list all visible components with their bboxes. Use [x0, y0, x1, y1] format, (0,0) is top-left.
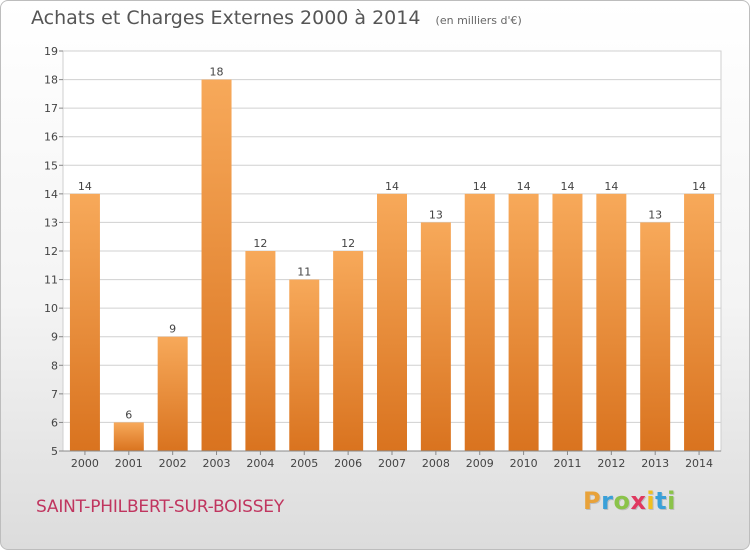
chart-header: Achats et Charges Externes 2000 à 2014 (…: [31, 7, 522, 29]
y-tick-label: 15: [44, 159, 58, 172]
x-tick-label: 2014: [685, 457, 713, 470]
bar: [201, 79, 232, 452]
bar-value-label: 14: [604, 180, 618, 193]
x-tick-label: 2006: [334, 457, 362, 470]
bar-value-label: 14: [517, 180, 531, 193]
y-tick-label: 9: [51, 331, 58, 344]
bar: [333, 251, 364, 451]
bar-value-label: 14: [385, 180, 399, 193]
y-tick-label: 10: [44, 302, 58, 315]
x-tick-label: 2008: [422, 457, 450, 470]
y-tick-label: 14: [44, 188, 58, 201]
bar-value-label: 9: [169, 323, 176, 336]
x-tick-label: 2002: [159, 457, 187, 470]
logo-letter: P: [583, 487, 602, 515]
bar: [508, 193, 539, 451]
x-tick-label: 2013: [641, 457, 669, 470]
logo-letter: i: [646, 487, 656, 515]
x-tick-label: 2010: [510, 457, 538, 470]
bar: [377, 193, 407, 451]
x-tick-label: 2001: [115, 457, 143, 470]
y-tick-label: 12: [44, 245, 58, 258]
x-tick-label: 2011: [553, 457, 581, 470]
y-tick-label: 11: [44, 274, 58, 287]
bar: [640, 222, 671, 451]
logo-letter: r: [601, 487, 614, 515]
bar-value-label: 13: [429, 208, 443, 221]
bar-value-label: 14: [560, 180, 574, 193]
bar: [69, 193, 100, 451]
x-tick-label: 2012: [597, 457, 625, 470]
bar: [464, 193, 495, 451]
bar: [552, 193, 583, 451]
bar-value-label: 12: [253, 237, 267, 250]
y-tick-label: 19: [44, 45, 58, 58]
x-tick-label: 2005: [290, 457, 318, 470]
bar: [596, 193, 627, 451]
commune-name: SAINT-PHILBERT-SUR-BOISSEY: [36, 497, 285, 517]
y-tick-label: 8: [51, 359, 58, 372]
y-tick-label: 17: [44, 102, 58, 115]
proxiti-logo: Proxiti: [583, 487, 676, 515]
bar: [113, 422, 144, 451]
logo-letter: i: [667, 487, 676, 515]
x-tick-label: 2004: [246, 457, 274, 470]
y-tick-label: 7: [51, 388, 58, 401]
logo-letter: t: [655, 487, 668, 515]
bar-value-label: 11: [297, 266, 311, 279]
x-tick-label: 2009: [466, 457, 494, 470]
chart-title: Achats et Charges Externes 2000 à 2014: [31, 7, 421, 29]
bar-value-label: 14: [692, 180, 706, 193]
bar-value-label: 18: [210, 66, 224, 79]
bar-value-label: 6: [125, 408, 132, 421]
logo-letter: o: [613, 487, 631, 515]
x-tick-label: 2003: [203, 457, 231, 470]
bar: [157, 336, 188, 451]
x-tick-label: 2007: [378, 457, 406, 470]
bar-value-label: 13: [648, 208, 662, 221]
bar: [420, 222, 451, 451]
y-tick-label: 5: [51, 445, 58, 458]
x-tick-label: 2000: [71, 457, 99, 470]
chart-unit: (en milliers d'€): [435, 14, 522, 27]
bar-value-label: 14: [473, 180, 487, 193]
y-tick-label: 18: [44, 74, 58, 87]
y-tick-label: 13: [44, 216, 58, 229]
bar: [289, 279, 320, 451]
bar: [245, 251, 276, 451]
y-tick-label: 16: [44, 131, 58, 144]
y-tick-label: 6: [51, 416, 58, 429]
bar: [684, 193, 715, 451]
logo-letter: x: [630, 487, 647, 515]
bar-value-label: 12: [341, 237, 355, 250]
bar-value-label: 14: [78, 180, 92, 193]
